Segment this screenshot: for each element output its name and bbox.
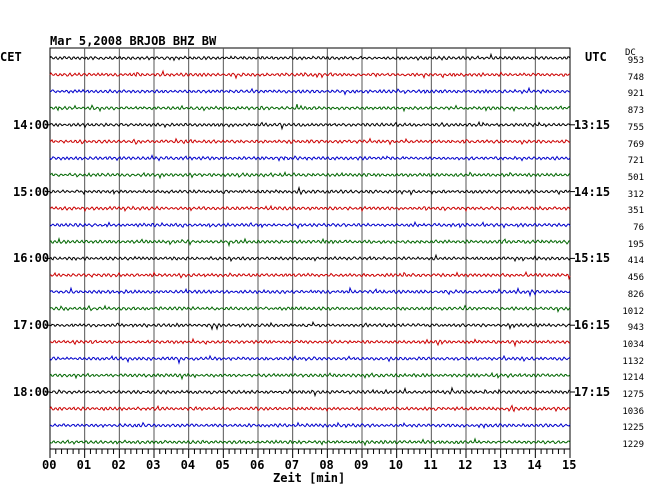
dc-header-label: DC — [625, 48, 636, 58]
x-tick-label: 05 — [215, 458, 230, 472]
dc-value: 195 — [627, 239, 644, 250]
x-tick-label: 02 — [111, 458, 126, 472]
trace-18 — [50, 337, 571, 348]
trace-4 — [49, 103, 571, 113]
trace-22 — [49, 404, 571, 413]
dc-value: 456 — [627, 273, 644, 284]
dc-value: 721 — [627, 156, 644, 167]
dc-value: 769 — [627, 139, 644, 150]
trace-13 — [49, 253, 571, 263]
cet-hour-label: 18:00 — [13, 385, 50, 399]
dc-value: 826 — [627, 289, 644, 300]
trace-11 — [49, 220, 571, 230]
x-tick-label: 03 — [146, 458, 161, 472]
x-tick-label: 07 — [284, 458, 300, 472]
dc-value: 1275 — [622, 390, 644, 400]
trace-23 — [49, 421, 571, 429]
dc-value: 921 — [627, 89, 644, 100]
trace-15 — [49, 286, 571, 298]
dc-value: 1034 — [622, 339, 644, 350]
cet-hour-label: 17:00 — [13, 318, 50, 333]
dc-value: 351 — [627, 206, 644, 217]
dc-value: 501 — [627, 172, 644, 183]
trace-24 — [49, 437, 571, 447]
trace-21 — [49, 386, 571, 398]
x-tick-label: 09 — [354, 458, 369, 472]
trace-19 — [49, 354, 571, 365]
utc-hour-label: 15:15 — [574, 251, 611, 266]
dc-value: 1132 — [622, 356, 644, 367]
trace-7 — [49, 154, 571, 162]
x-tick-label: 08 — [319, 458, 334, 472]
trace-2 — [49, 69, 571, 80]
utc-hour-label: 17:15 — [574, 385, 611, 399]
dc-value: 1214 — [622, 373, 644, 384]
dc-value: 414 — [627, 256, 644, 267]
trace-9 — [49, 185, 571, 196]
dc-value: 1225 — [622, 423, 644, 434]
dc-value: 755 — [627, 122, 644, 133]
dc-value: 1012 — [622, 306, 644, 317]
trace-20 — [49, 371, 571, 381]
x-tick-label: 11 — [423, 458, 438, 472]
x-tick-label: 01 — [76, 458, 92, 472]
trace-14 — [49, 270, 571, 281]
dc-value: 943 — [627, 323, 644, 334]
trace-3 — [49, 86, 571, 96]
dc-value: 1229 — [622, 440, 644, 451]
cet-hour-label: 15:00 — [13, 184, 50, 199]
trace-8 — [49, 171, 571, 180]
trace-17 — [49, 320, 571, 331]
cet-hour-label: 16:00 — [13, 251, 50, 266]
x-tick-label: 04 — [180, 458, 196, 472]
dc-value: 748 — [627, 72, 644, 83]
chart-title: Mar 5,2008 BRJOB BHZ BW — [50, 34, 217, 48]
trace-12 — [49, 237, 570, 248]
trace-5 — [49, 120, 571, 131]
x-tick-label: 06 — [250, 458, 265, 472]
dc-value: 953 — [627, 56, 644, 66]
x-tick-label: 14 — [527, 458, 542, 472]
utc-hour-label: 16:15 — [574, 318, 611, 333]
dc-value: 873 — [627, 106, 644, 117]
cet-hour-label: 14:00 — [13, 117, 50, 132]
dc-value: 312 — [627, 189, 644, 200]
x-tick-label: 12 — [458, 458, 473, 472]
right-axis-label-utc: UTC — [585, 50, 607, 64]
dc-value: 1036 — [622, 406, 644, 417]
left-axis-label-cet: CET — [0, 50, 22, 64]
dc-value: 76 — [633, 223, 644, 233]
trace-16 — [49, 304, 571, 313]
x-tick-label: 10 — [388, 458, 404, 472]
x-tick-label: 15 — [562, 458, 577, 472]
x-tick-label: 00 — [42, 458, 57, 472]
trace-1 — [49, 52, 571, 62]
trace-10 — [49, 204, 571, 213]
utc-hour-label: 14:15 — [574, 184, 611, 199]
utc-hour-label: 13:15 — [574, 117, 611, 132]
x-tick-label: 13 — [492, 458, 508, 472]
x-axis-label: Zeit [min] — [273, 471, 346, 485]
trace-6 — [49, 137, 571, 146]
